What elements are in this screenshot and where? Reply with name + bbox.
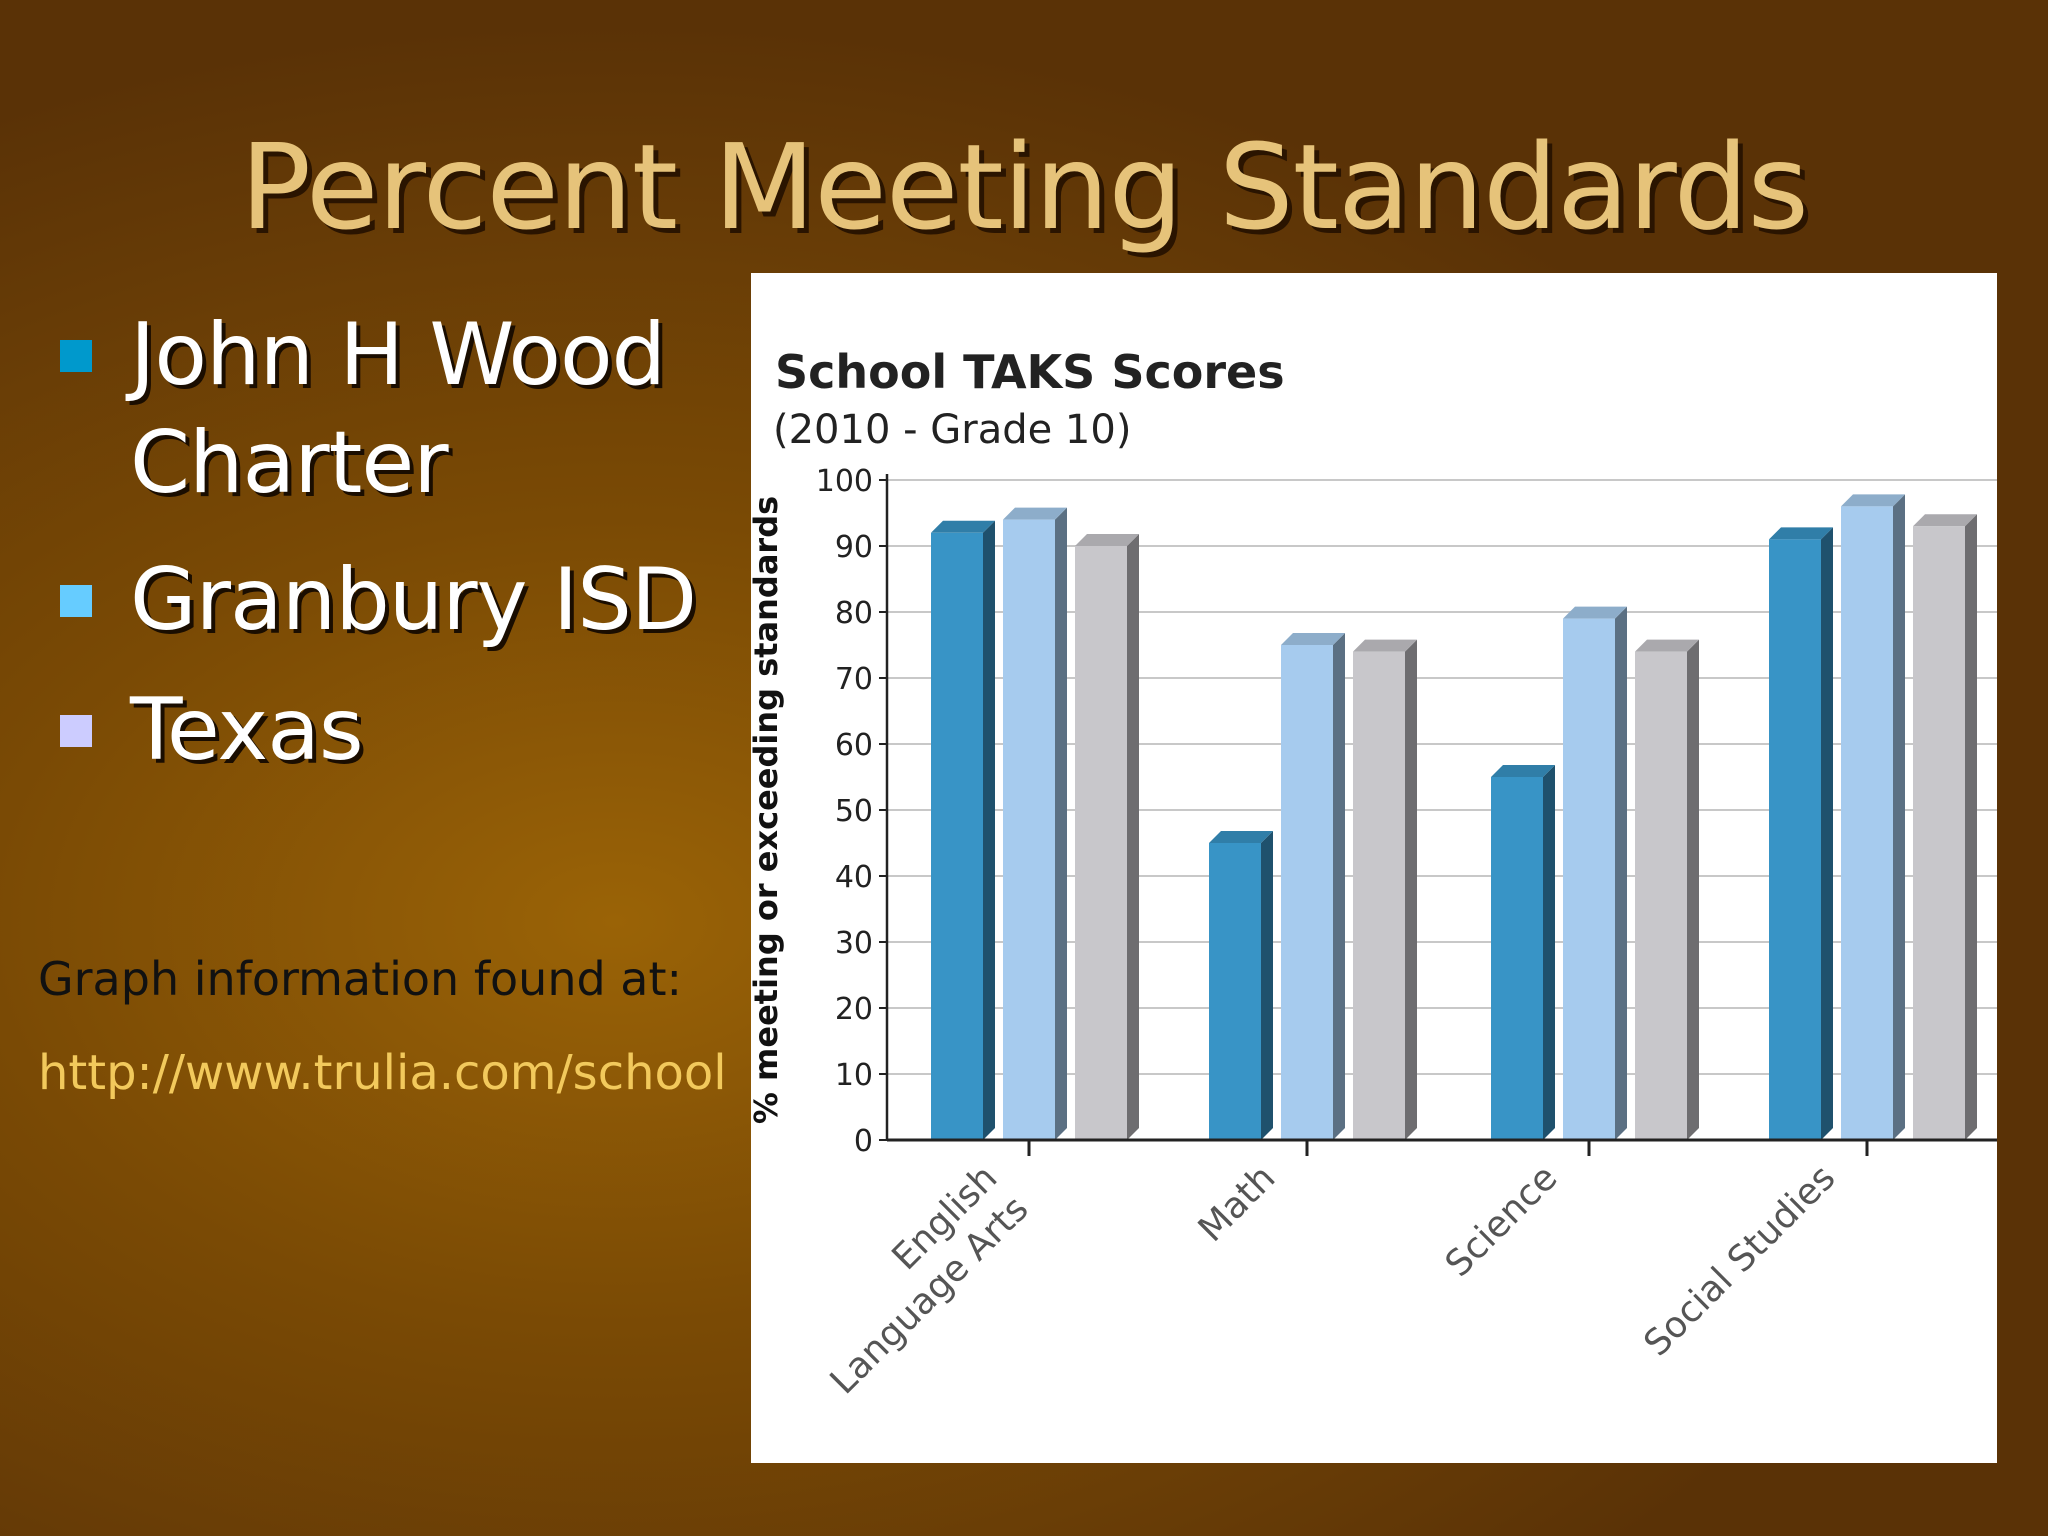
bar-top [1913,514,1977,527]
y-tick-label: 50 [835,794,873,829]
bar-side [1615,606,1627,1140]
bar-face [1281,645,1333,1140]
square-bullet-icon [60,585,92,617]
bar-side [1261,831,1273,1140]
bar-side [983,520,995,1140]
bar-face [1841,506,1893,1140]
bar-top [1841,494,1905,507]
bar-face [1769,539,1821,1140]
bullet-label: John H Wood [130,305,666,405]
bar-side [1127,534,1139,1140]
x-tick-label: Science [1438,1157,1566,1285]
bullet-label-line2: Charter [130,413,449,513]
y-tick-label: 10 [835,1058,873,1093]
square-bullet-icon [60,340,92,372]
bar [1841,494,1905,1140]
bar [931,520,995,1140]
bar [1281,633,1345,1140]
bar-face [1563,618,1615,1140]
x-tick-label: Social Studies [1636,1157,1843,1364]
bar-top [1209,831,1273,843]
y-axis-title: % meeting or exceeding standards [751,496,785,1124]
y-tick-label: 60 [835,728,873,763]
bar [1003,507,1067,1141]
bar-top [1003,507,1067,520]
bar-face [1003,519,1055,1140]
bar [1209,831,1273,1140]
bar-face [1491,777,1543,1140]
bar-face [1209,843,1261,1140]
bar-side [1965,514,1977,1140]
bar-face [1075,546,1127,1140]
y-tick-label: 30 [835,926,873,961]
y-tick-label: 40 [835,860,873,895]
bar-top [1281,633,1345,645]
slide-title: Percent Meeting Standards [239,118,1809,256]
bar-face [1913,526,1965,1140]
y-tick-label: 90 [835,530,873,565]
bar-side [1821,527,1833,1140]
bar [1635,639,1699,1140]
bar-side [1405,639,1417,1140]
x-tick-label: Math [1191,1157,1284,1250]
chart-subtitle: (2010 - Grade 10) [773,407,1132,453]
bar-top [1563,606,1627,619]
bar-face [931,532,983,1140]
bar-face [1353,651,1405,1140]
bar [1913,514,1977,1140]
bar-top [1635,639,1699,652]
bar-face [1635,651,1687,1140]
bar [1563,606,1627,1140]
bar-side [1687,639,1699,1140]
bar-side [1055,507,1067,1141]
bar [1075,534,1139,1140]
bar-top [1491,765,1555,777]
bar-chart: 0 10 20 30 40 50 60 70 80 90 100 % meeting or excee… [751,464,1997,1402]
bar-top [1075,534,1139,546]
source-link[interactable]: http://www.trulia.com/school [38,1045,727,1101]
bar-top [931,520,995,533]
y-tick-label: 70 [835,662,873,697]
chart-panel: School TAKS Scores (2010 - Grade 10) 0 10… [751,273,1997,1463]
source-label: Graph information found at: [38,952,683,1006]
bar [1491,765,1555,1140]
x-tick-label: EnglishLanguage Arts [792,1157,1037,1402]
y-tick-label: 100 [816,464,873,499]
bullet-label: Granbury ISD [130,550,697,650]
y-tick-label: 80 [835,596,873,631]
chart-title: School TAKS Scores [775,345,1285,399]
bar [1769,527,1833,1140]
bullet-label: Texas [130,680,364,780]
bar-side [1893,494,1905,1140]
bar-top [1769,527,1833,540]
bar-side [1333,633,1345,1140]
y-tick-label: 20 [835,992,873,1027]
bar-side [1543,765,1555,1140]
y-tick-label: 0 [854,1124,873,1159]
bar-top [1353,639,1417,652]
square-bullet-icon [60,715,92,747]
bar [1353,639,1417,1140]
